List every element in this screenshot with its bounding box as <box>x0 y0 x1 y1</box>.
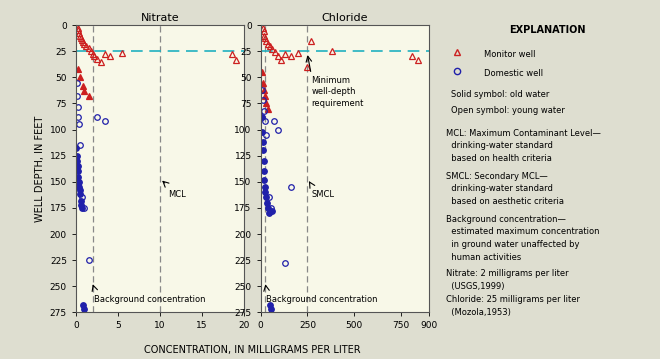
Text: drinking-water standard: drinking-water standard <box>446 184 553 193</box>
Text: Background concentration—: Background concentration— <box>446 215 566 224</box>
Text: Open symbol: young water: Open symbol: young water <box>451 106 564 115</box>
Text: Chloride: 25 milligrams per liter: Chloride: 25 milligrams per liter <box>446 295 580 304</box>
Text: Nitrate: 2 milligrams per liter: Nitrate: 2 milligrams per liter <box>446 269 569 278</box>
Text: human activities: human activities <box>446 253 521 262</box>
Text: SMCL: Secondary MCL—: SMCL: Secondary MCL— <box>446 172 548 181</box>
Text: EXPLANATION: EXPLANATION <box>510 25 586 35</box>
Text: drinking-water standard: drinking-water standard <box>446 141 553 150</box>
Text: Minimum
well-depth
requirement: Minimum well-depth requirement <box>312 76 364 107</box>
Text: estimated maximum concentration: estimated maximum concentration <box>446 227 600 236</box>
Text: Background concentration: Background concentration <box>94 295 206 304</box>
Text: MCL: Maximum Contaminant Level—: MCL: Maximum Contaminant Level— <box>446 129 601 137</box>
Title: Nitrate: Nitrate <box>141 13 180 23</box>
Title: Chloride: Chloride <box>321 13 368 23</box>
Text: Background concentration: Background concentration <box>267 295 378 304</box>
Text: in ground water unaffected by: in ground water unaffected by <box>446 240 580 249</box>
Text: (USGS,1999): (USGS,1999) <box>446 282 505 291</box>
Text: (Mozola,1953): (Mozola,1953) <box>446 308 512 317</box>
Text: Solid symbol: old water: Solid symbol: old water <box>451 90 549 99</box>
Text: based on health criteria: based on health criteria <box>446 154 552 163</box>
Text: Domestic well: Domestic well <box>484 69 544 78</box>
Text: SMCL: SMCL <box>312 190 335 199</box>
Text: CONCENTRATION, IN MILLIGRAMS PER LITER: CONCENTRATION, IN MILLIGRAMS PER LITER <box>144 345 361 355</box>
Y-axis label: WELL DEPTH, IN FEET: WELL DEPTH, IN FEET <box>36 116 46 222</box>
Text: based on aesthetic criteria: based on aesthetic criteria <box>446 197 564 206</box>
Text: MCL: MCL <box>168 190 186 199</box>
Text: Monitor well: Monitor well <box>484 50 536 59</box>
